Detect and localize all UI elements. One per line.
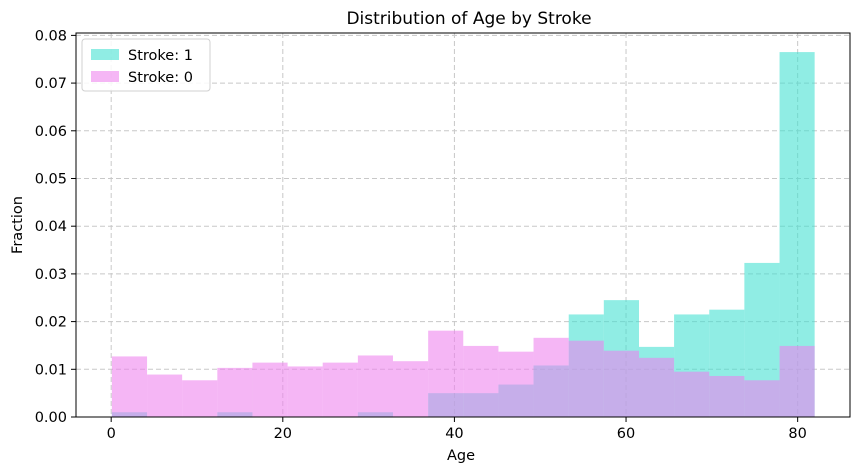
y-axis-label: Fraction bbox=[10, 196, 26, 254]
histogram-bar bbox=[428, 330, 464, 417]
x-tick-label: 60 bbox=[617, 426, 635, 442]
histogram-bar bbox=[182, 380, 218, 417]
histogram-bar bbox=[147, 374, 183, 417]
series-2 bbox=[111, 330, 815, 417]
axis-ticks: 0 20 40 60 80 0.00 0.01 0.02 0.03 0.04 0.05 0.06 0.0… bbox=[35, 28, 807, 442]
x-axis-label: Age bbox=[447, 448, 475, 464]
x-tick-label: 20 bbox=[274, 426, 292, 442]
histogram-bar bbox=[463, 345, 499, 417]
histogram-bar bbox=[709, 375, 745, 417]
histogram-bar bbox=[674, 371, 710, 417]
histogram-bar bbox=[357, 355, 393, 417]
histogram-bar bbox=[111, 356, 148, 417]
histogram-bar bbox=[568, 340, 604, 417]
legend-swatch bbox=[91, 49, 119, 60]
y-tick-label: 0.00 bbox=[35, 410, 67, 426]
y-tick-label: 0.07 bbox=[35, 76, 67, 92]
x-tick-label: 40 bbox=[445, 426, 463, 442]
y-tick-label: 0.03 bbox=[35, 267, 67, 283]
legend-label: Stroke: 0 bbox=[128, 70, 193, 86]
legend-swatch bbox=[91, 71, 119, 82]
histogram-bar bbox=[779, 345, 815, 417]
histogram-bar bbox=[638, 357, 675, 417]
histogram-bar bbox=[287, 366, 323, 417]
chart-title: Distribution of Age by Stroke bbox=[346, 9, 591, 29]
legend-label: Stroke: 1 bbox=[128, 48, 193, 64]
histogram-bar bbox=[533, 337, 569, 417]
bars bbox=[111, 52, 815, 417]
histogram-bar bbox=[217, 367, 253, 417]
y-tick-label: 0.06 bbox=[35, 124, 67, 140]
y-tick-label: 0.02 bbox=[35, 315, 67, 331]
histogram-bar bbox=[392, 361, 429, 417]
histogram-bar bbox=[603, 350, 639, 417]
y-tick-label: 0.04 bbox=[35, 219, 67, 235]
plot-frame bbox=[75, 32, 851, 418]
y-tick-label: 0.08 bbox=[35, 28, 67, 44]
legend: Stroke: 1 Stroke: 0 bbox=[81, 38, 211, 92]
histogram-bar bbox=[744, 380, 780, 417]
x-tick-label: 80 bbox=[788, 426, 806, 442]
y-tick-label: 0.01 bbox=[35, 362, 67, 378]
histogram-bar bbox=[252, 362, 288, 417]
histogram-bar bbox=[498, 351, 534, 417]
x-tick-label: 0 bbox=[107, 426, 116, 442]
y-tick-label: 0.05 bbox=[35, 171, 67, 187]
histogram-bar bbox=[322, 362, 358, 417]
